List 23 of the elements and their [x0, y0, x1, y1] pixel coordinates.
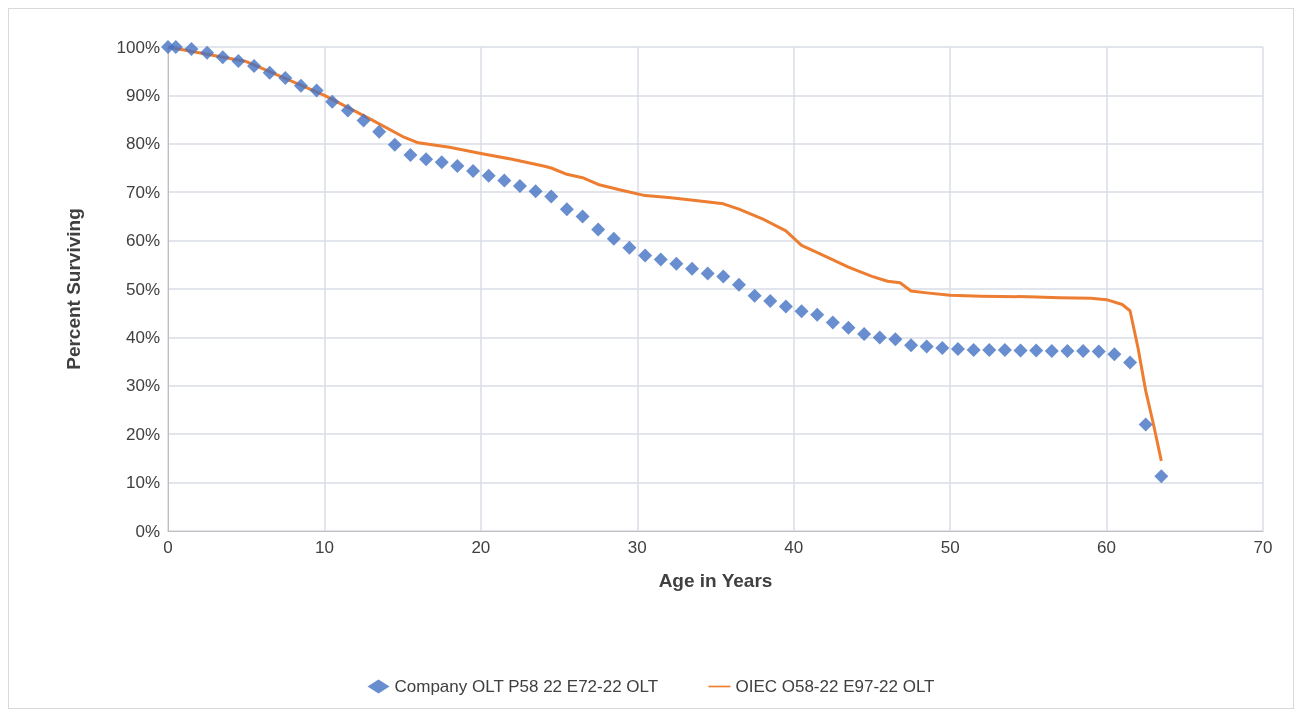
- y-tick-label: 100%: [116, 37, 160, 57]
- x-tick-label: 70: [1253, 538, 1273, 557]
- y-tick-label: 90%: [125, 85, 160, 105]
- y-tick-label: 60%: [125, 231, 160, 251]
- x-tick-label: 40: [784, 538, 804, 557]
- x-tick-label: 60: [1097, 538, 1117, 557]
- x-tick-label: 50: [940, 538, 960, 557]
- x-tick-label: 30: [627, 538, 647, 557]
- x-tick-label: 0: [163, 538, 173, 557]
- y-axis-title: Percent Surviving: [63, 208, 84, 370]
- x-axis-title: Age in Years: [658, 570, 773, 591]
- legend-label: Company OLT P58 22 E72-22 OLT: [394, 677, 659, 696]
- y-tick-label: 80%: [125, 134, 160, 154]
- y-tick-label: 30%: [125, 376, 160, 396]
- x-tick-label: 10: [314, 538, 334, 557]
- y-tick-label: 10%: [125, 473, 160, 493]
- y-tick-label: 40%: [125, 327, 160, 347]
- legend-label: OIEC O58-22 E97-22 OLT: [735, 677, 935, 696]
- x-tick-label: 20: [471, 538, 491, 557]
- y-tick-label: 50%: [125, 279, 160, 299]
- y-tick-label: 20%: [125, 424, 160, 444]
- y-tick-label: 0%: [135, 521, 160, 541]
- y-tick-label: 70%: [125, 182, 160, 202]
